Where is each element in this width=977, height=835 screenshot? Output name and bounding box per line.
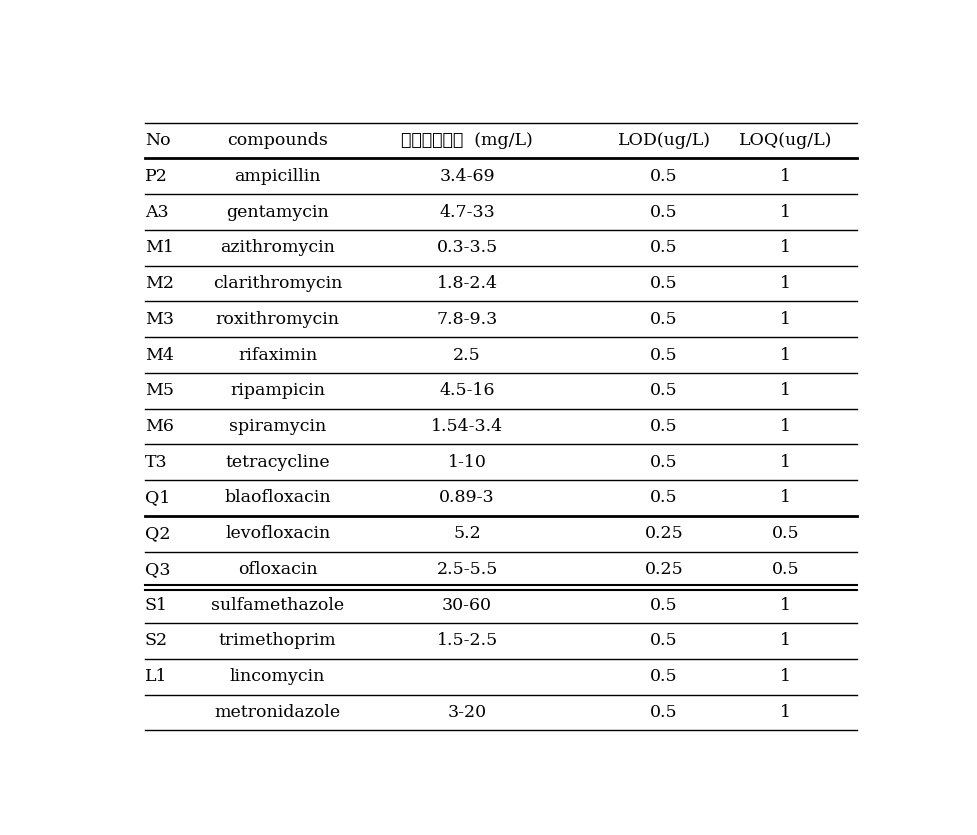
Text: blaofloxacin: blaofloxacin xyxy=(224,489,330,507)
Text: 1-10: 1-10 xyxy=(447,453,486,471)
Text: 0.5: 0.5 xyxy=(650,668,677,686)
Text: 1.54-3.4: 1.54-3.4 xyxy=(431,418,502,435)
Text: rifaximin: rifaximin xyxy=(237,347,317,363)
Text: 2.5-5.5: 2.5-5.5 xyxy=(436,561,497,578)
Text: 0.5: 0.5 xyxy=(650,632,677,650)
Text: 4.7-33: 4.7-33 xyxy=(439,204,494,220)
Text: 0.5: 0.5 xyxy=(650,382,677,399)
Text: 0.5: 0.5 xyxy=(650,240,677,256)
Text: LOQ(ug/L): LOQ(ug/L) xyxy=(738,132,831,149)
Text: ampicillin: ampicillin xyxy=(234,168,320,185)
Text: 0.5: 0.5 xyxy=(650,168,677,185)
Text: 0.5: 0.5 xyxy=(771,561,798,578)
Text: 1: 1 xyxy=(780,597,790,614)
Text: M3: M3 xyxy=(145,311,174,328)
Text: 1: 1 xyxy=(780,240,790,256)
Text: Q3: Q3 xyxy=(145,561,170,578)
Text: sulfamethazole: sulfamethazole xyxy=(211,597,344,614)
Text: 1: 1 xyxy=(780,311,790,328)
Text: 1: 1 xyxy=(780,204,790,220)
Text: L1: L1 xyxy=(145,668,167,686)
Text: 1: 1 xyxy=(780,275,790,292)
Text: 1: 1 xyxy=(780,668,790,686)
Text: 1: 1 xyxy=(780,347,790,363)
Text: 1: 1 xyxy=(780,382,790,399)
Text: 1: 1 xyxy=(780,489,790,507)
Text: 3.4-69: 3.4-69 xyxy=(439,168,494,185)
Text: LOD(ug/L): LOD(ug/L) xyxy=(617,132,710,149)
Text: metronidazole: metronidazole xyxy=(214,704,340,721)
Text: 1: 1 xyxy=(780,418,790,435)
Text: 1: 1 xyxy=(780,704,790,721)
Text: compounds: compounds xyxy=(227,132,327,149)
Text: 2.5: 2.5 xyxy=(452,347,481,363)
Text: spiramycin: spiramycin xyxy=(229,418,326,435)
Text: M2: M2 xyxy=(145,275,174,292)
Text: roxithromycin: roxithromycin xyxy=(215,311,339,328)
Text: S2: S2 xyxy=(145,632,168,650)
Text: A3: A3 xyxy=(145,204,168,220)
Text: 0.5: 0.5 xyxy=(650,489,677,507)
Text: 0.25: 0.25 xyxy=(644,561,683,578)
Text: 0.3-3.5: 0.3-3.5 xyxy=(436,240,497,256)
Text: 1: 1 xyxy=(780,168,790,185)
Text: Q2: Q2 xyxy=(145,525,170,542)
Text: M6: M6 xyxy=(145,418,174,435)
Text: ripampicin: ripampicin xyxy=(230,382,324,399)
Text: 0.5: 0.5 xyxy=(650,418,677,435)
Text: M4: M4 xyxy=(145,347,174,363)
Text: 0.5: 0.5 xyxy=(650,453,677,471)
Text: 1.5-2.5: 1.5-2.5 xyxy=(436,632,497,650)
Text: 0.5: 0.5 xyxy=(650,347,677,363)
Text: 4.5-16: 4.5-16 xyxy=(439,382,494,399)
Text: 30-60: 30-60 xyxy=(442,597,491,614)
Text: tetracycline: tetracycline xyxy=(225,453,329,471)
Text: 0.5: 0.5 xyxy=(650,311,677,328)
Text: 5.2: 5.2 xyxy=(452,525,481,542)
Text: 7.8-9.3: 7.8-9.3 xyxy=(436,311,497,328)
Text: levofloxacin: levofloxacin xyxy=(225,525,330,542)
Text: trimethoprim: trimethoprim xyxy=(219,632,336,650)
Text: 1: 1 xyxy=(780,632,790,650)
Text: 혜중치료농도  (mg/L): 혜중치료농도 (mg/L) xyxy=(401,132,532,149)
Text: azithromycin: azithromycin xyxy=(220,240,335,256)
Text: 0.89-3: 0.89-3 xyxy=(439,489,494,507)
Text: lincomycin: lincomycin xyxy=(230,668,325,686)
Text: S1: S1 xyxy=(145,597,168,614)
Text: clarithromycin: clarithromycin xyxy=(213,275,342,292)
Text: gentamycin: gentamycin xyxy=(226,204,328,220)
Text: 0.5: 0.5 xyxy=(771,525,798,542)
Text: No: No xyxy=(145,132,170,149)
Text: P2: P2 xyxy=(145,168,168,185)
Text: M1: M1 xyxy=(145,240,174,256)
Text: Q1: Q1 xyxy=(145,489,170,507)
Text: 0.5: 0.5 xyxy=(650,704,677,721)
Text: ofloxacin: ofloxacin xyxy=(237,561,318,578)
Text: 0.5: 0.5 xyxy=(650,204,677,220)
Text: T3: T3 xyxy=(145,453,167,471)
Text: 0.5: 0.5 xyxy=(650,597,677,614)
Text: 1.8-2.4: 1.8-2.4 xyxy=(436,275,497,292)
Text: 0.25: 0.25 xyxy=(644,525,683,542)
Text: 0.5: 0.5 xyxy=(650,275,677,292)
Text: M5: M5 xyxy=(145,382,174,399)
Text: 1: 1 xyxy=(780,453,790,471)
Text: 3-20: 3-20 xyxy=(447,704,487,721)
